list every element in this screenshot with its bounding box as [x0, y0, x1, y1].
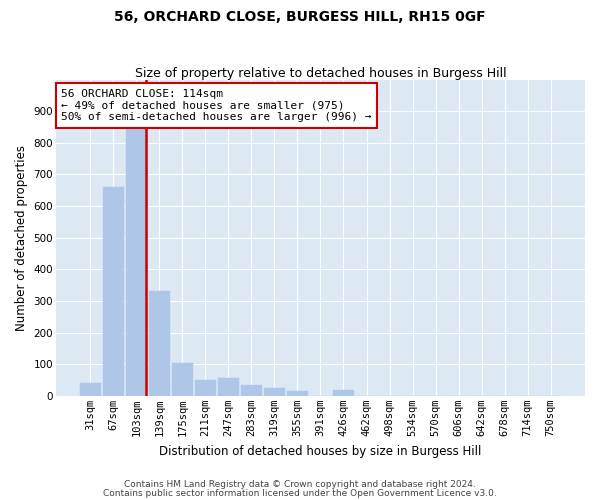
Text: 56, ORCHARD CLOSE, BURGESS HILL, RH15 0GF: 56, ORCHARD CLOSE, BURGESS HILL, RH15 0G… — [114, 10, 486, 24]
Bar — [103, 187, 124, 396]
Text: Contains public sector information licensed under the Open Government Licence v3: Contains public sector information licen… — [103, 489, 497, 498]
Bar — [172, 362, 193, 396]
Bar — [264, 388, 285, 396]
Bar — [195, 380, 216, 396]
Bar — [241, 385, 262, 396]
Y-axis label: Number of detached properties: Number of detached properties — [15, 144, 28, 330]
Bar — [126, 88, 147, 396]
Bar — [333, 390, 354, 396]
Bar — [218, 378, 239, 396]
Bar — [287, 391, 308, 396]
X-axis label: Distribution of detached houses by size in Burgess Hill: Distribution of detached houses by size … — [159, 444, 482, 458]
Bar — [80, 383, 101, 396]
Text: Contains HM Land Registry data © Crown copyright and database right 2024.: Contains HM Land Registry data © Crown c… — [124, 480, 476, 489]
Text: 56 ORCHARD CLOSE: 114sqm
← 49% of detached houses are smaller (975)
50% of semi-: 56 ORCHARD CLOSE: 114sqm ← 49% of detach… — [61, 89, 372, 122]
Bar — [149, 292, 170, 396]
Title: Size of property relative to detached houses in Burgess Hill: Size of property relative to detached ho… — [134, 66, 506, 80]
